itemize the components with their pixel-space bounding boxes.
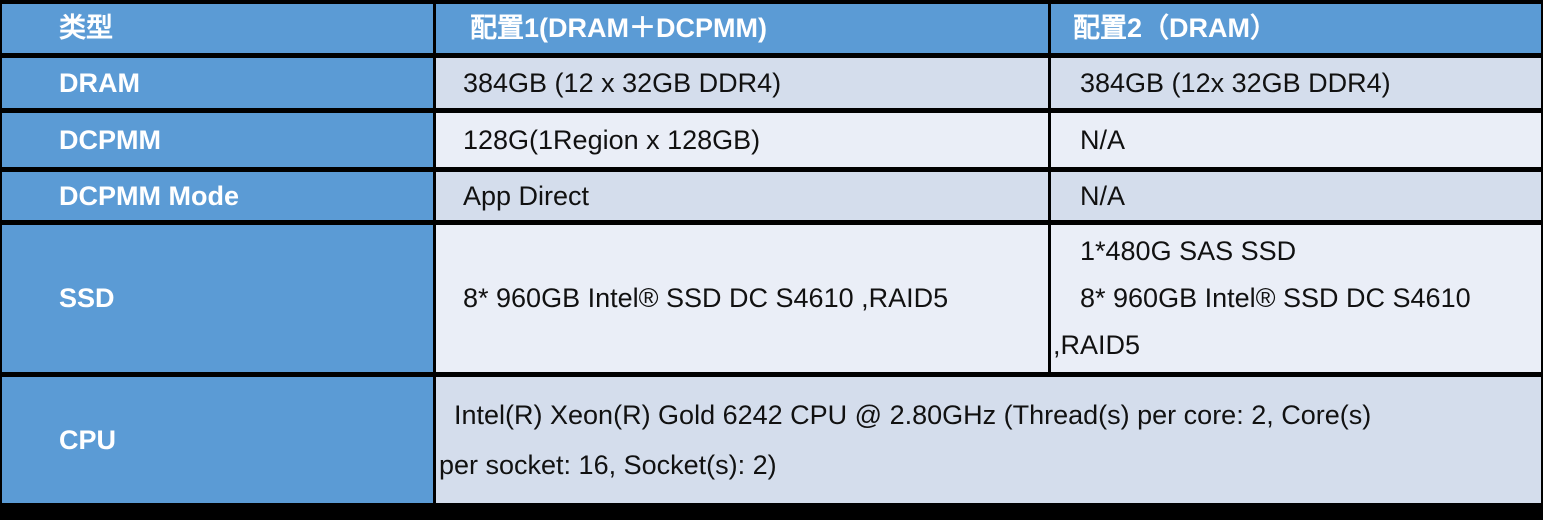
table-row-dram: DRAM 384GB (12 x 32GB DDR4) 384GB (12x 3… <box>2 58 1541 108</box>
table-row-ssd: SSD 8* 960GB Intel® SSD DC S4610 ,RAID5 … <box>2 225 1541 372</box>
ssd-config2-line-2: 8* 960GB Intel® SSD DC S4610 <box>1080 283 1471 313</box>
table-row-dcpmm: DCPMM 128G(1Region x 128GB) N/A <box>2 113 1541 167</box>
header-cell-config1: 配置1(DRAM＋DCPMM) <box>436 4 1048 53</box>
header-cell-type: 类型 <box>2 4 433 53</box>
header-cell-config2: 配置2（DRAM） <box>1051 4 1541 53</box>
table-row-cpu: CPU Intel(R) Xeon(R) Gold 6242 CPU @ 2.8… <box>2 377 1541 503</box>
cpu-value-line-2: per socket: 16, Socket(s): 2) <box>439 450 777 480</box>
row-label-ssd: SSD <box>2 225 433 372</box>
table-header-row: 类型 配置1(DRAM＋DCPMM) 配置2（DRAM） <box>2 4 1541 53</box>
ssd-config2-line-1: 1*480G SAS SSD <box>1080 236 1297 266</box>
ssd-config2-value: 1*480G SAS SSD 8* 960GB Intel® SSD DC S4… <box>1051 225 1541 372</box>
table-row-dcpmm-mode: DCPMM Mode App Direct N/A <box>2 172 1541 220</box>
row-label-cpu: CPU <box>2 377 433 503</box>
cpu-value: Intel(R) Xeon(R) Gold 6242 CPU @ 2.80GHz… <box>436 377 1541 503</box>
dcpmm-mode-config2-value: N/A <box>1051 172 1541 220</box>
dram-config2-value: 384GB (12x 32GB DDR4) <box>1051 58 1541 108</box>
row-label-dcpmm: DCPMM <box>2 113 433 167</box>
ssd-config1-value: 8* 960GB Intel® SSD DC S4610 ,RAID5 <box>436 225 1048 372</box>
ssd-config2-line-3: ,RAID5 <box>1053 330 1141 360</box>
row-label-dram: DRAM <box>2 58 433 108</box>
dcpmm-config1-value: 128G(1Region x 128GB) <box>436 113 1048 167</box>
dcpmm-config2-value: N/A <box>1051 113 1541 167</box>
row-label-dcpmm-mode: DCPMM Mode <box>2 172 433 220</box>
dram-config1-value: 384GB (12 x 32GB DDR4) <box>436 58 1048 108</box>
dcpmm-mode-config1-value: App Direct <box>436 172 1048 220</box>
cpu-value-line-1: Intel(R) Xeon(R) Gold 6242 CPU @ 2.80GHz… <box>454 400 1372 430</box>
